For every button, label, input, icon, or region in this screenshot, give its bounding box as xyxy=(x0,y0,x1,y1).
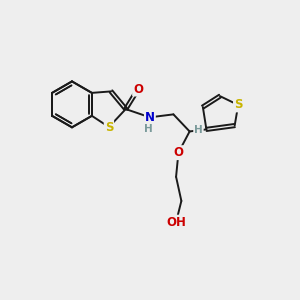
Text: OH: OH xyxy=(166,216,186,229)
Text: S: S xyxy=(234,98,242,112)
Text: H: H xyxy=(194,125,203,135)
Text: H: H xyxy=(144,124,153,134)
Text: O: O xyxy=(173,146,183,159)
Text: N: N xyxy=(145,111,155,124)
Text: S: S xyxy=(105,121,113,134)
Text: O: O xyxy=(133,82,143,95)
